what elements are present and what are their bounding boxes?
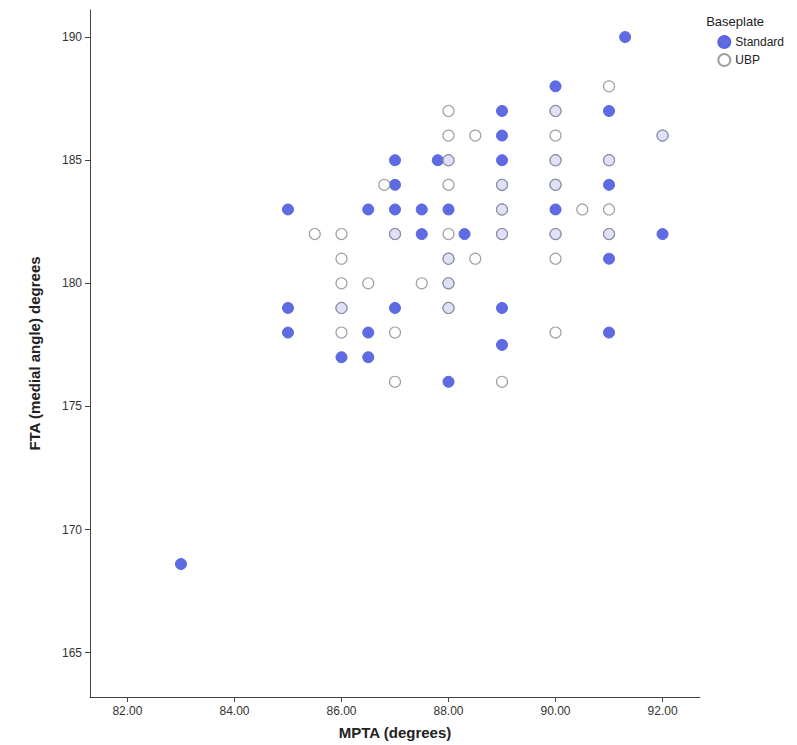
- svg-text:UBP: UBP: [735, 53, 760, 67]
- svg-text:82.00: 82.00: [112, 704, 142, 718]
- svg-text:Standard: Standard: [735, 35, 784, 49]
- svg-text:86.00: 86.00: [326, 704, 356, 718]
- svg-text:84.00: 84.00: [219, 704, 249, 718]
- svg-text:FTA (medial angle) degrees: FTA (medial angle) degrees: [26, 256, 43, 450]
- svg-text:175: 175: [62, 399, 82, 413]
- svg-text:180: 180: [62, 276, 82, 290]
- svg-text:92.00: 92.00: [648, 704, 678, 718]
- svg-text:190: 190: [62, 30, 82, 44]
- svg-text:185: 185: [62, 153, 82, 167]
- svg-text:88.00: 88.00: [433, 704, 463, 718]
- svg-text:165: 165: [62, 646, 82, 660]
- svg-text:Baseplate: Baseplate: [706, 14, 764, 29]
- svg-text:170: 170: [62, 523, 82, 537]
- svg-text:90.00: 90.00: [541, 704, 571, 718]
- svg-text:MPTA (degrees): MPTA (degrees): [339, 724, 452, 741]
